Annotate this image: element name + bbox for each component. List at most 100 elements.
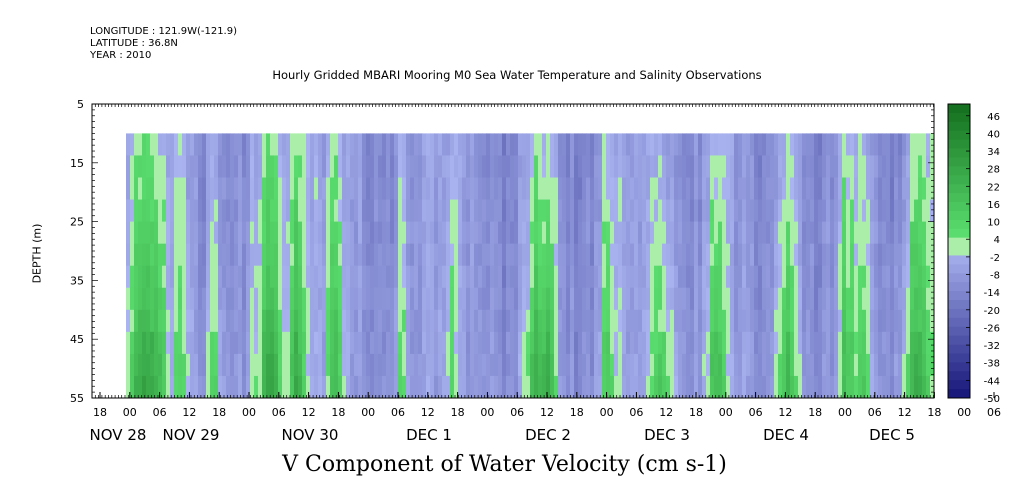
heatmap-cell: [506, 353, 511, 377]
heatmap-cell: [294, 353, 299, 377]
heatmap-cell: [518, 199, 523, 223]
heatmap-cell: [518, 353, 523, 377]
heatmap-cell: [546, 309, 551, 333]
heatmap-cell: [870, 375, 875, 399]
heatmap-cell: [754, 265, 759, 289]
x-hour-tick-label: 00: [361, 406, 375, 419]
heatmap-cell: [338, 221, 343, 245]
heatmap-cell: [126, 265, 131, 289]
heatmap-cell: [130, 265, 135, 289]
heatmap-cell: [818, 375, 823, 399]
heatmap-cell: [282, 309, 287, 333]
heatmap-cell: [914, 265, 919, 289]
heatmap-cell: [870, 177, 875, 201]
heatmap-cell: [638, 265, 643, 289]
heatmap-cell: [346, 309, 351, 333]
heatmap-cell: [362, 309, 367, 333]
heatmap-cell: [150, 309, 155, 333]
heatmap-cell: [222, 243, 227, 267]
heatmap-cell: [426, 243, 431, 267]
heatmap-cell: [650, 243, 655, 267]
heatmap-cell: [674, 177, 679, 201]
heatmap-cell: [242, 331, 247, 355]
heatmap-cell: [898, 309, 903, 333]
heatmap-cell: [314, 133, 319, 156]
heatmap-cell: [518, 221, 523, 245]
heatmap-cell: [290, 375, 295, 399]
heatmap-cell: [354, 155, 359, 178]
heatmap-cell: [674, 331, 679, 355]
heatmap-cell: [482, 353, 487, 377]
heatmap-cell: [638, 309, 643, 333]
heatmap-cell: [398, 133, 403, 156]
heatmap-cell: [662, 177, 667, 201]
heatmap-cell: [674, 375, 679, 399]
heatmap-cell: [270, 177, 275, 201]
heatmap-cell: [602, 155, 607, 178]
heatmap-cell: [658, 243, 663, 267]
heatmap-cell: [126, 133, 131, 156]
heatmap-cell: [326, 353, 331, 377]
heatmap-cell: [382, 265, 387, 289]
heatmap-cell: [578, 133, 583, 156]
heatmap-cell: [514, 133, 519, 156]
heatmap-cell: [642, 199, 647, 223]
heatmap-cell: [786, 309, 791, 333]
heatmap-cell: [342, 243, 347, 267]
heatmap-cell: [862, 309, 867, 333]
heatmap-cell: [570, 221, 575, 245]
heatmap-cell: [794, 155, 799, 178]
heatmap-cell: [710, 265, 715, 289]
heatmap-cell: [534, 331, 539, 355]
heatmap-cell: [830, 265, 835, 289]
heatmap-cell: [694, 375, 699, 399]
heatmap-cell: [510, 133, 515, 156]
heatmap-cell: [774, 309, 779, 333]
heatmap-cell: [390, 265, 395, 289]
heatmap-cell: [810, 331, 815, 355]
heatmap-cell: [782, 243, 787, 267]
heatmap-cell: [710, 287, 715, 311]
heatmap-cell: [826, 155, 831, 178]
heatmap-cell: [882, 265, 887, 289]
heatmap-cell: [574, 331, 579, 355]
heatmap-cell: [162, 155, 167, 178]
heatmap-cell: [294, 331, 299, 355]
heatmap-cell: [690, 177, 695, 201]
heatmap-cell: [918, 265, 923, 289]
x-hour-tick-label: 00: [719, 406, 733, 419]
heatmap-cell: [806, 309, 811, 333]
heatmap-cell: [910, 155, 915, 178]
heatmap-cell: [150, 177, 155, 201]
heatmap-cell: [742, 155, 747, 178]
heatmap-cell: [486, 375, 491, 399]
x-hour-tick-label: 00: [480, 406, 494, 419]
heatmap-cell: [842, 375, 847, 399]
heatmap-cell: [226, 155, 231, 178]
x-hour-tick-label: 00: [123, 406, 137, 419]
heatmap-cell: [850, 199, 855, 223]
heatmap-cell: [738, 375, 743, 399]
heatmap-cell: [802, 177, 807, 201]
heatmap-cell: [318, 375, 323, 399]
heatmap-cell: [758, 331, 763, 355]
heatmap-cell: [658, 287, 663, 311]
heatmap-cell: [422, 331, 427, 355]
heatmap-cell: [266, 177, 271, 201]
colorbar-swatch: [948, 121, 970, 132]
heatmap-cell: [706, 177, 711, 201]
heatmap-cell: [646, 133, 651, 156]
heatmap-cell: [838, 221, 843, 245]
heatmap-cell: [390, 133, 395, 156]
heatmap-cell: [810, 221, 815, 245]
heatmap-cell: [618, 331, 623, 355]
heatmap-cell: [554, 199, 559, 223]
heatmap-cell: [630, 309, 635, 333]
heatmap-cell: [166, 353, 171, 377]
colorbar-tick-label: 28: [987, 165, 1000, 176]
heatmap-cell: [654, 177, 659, 201]
heatmap-cell: [214, 331, 219, 355]
heatmap-cell: [918, 221, 923, 245]
heatmap-cell: [158, 309, 163, 333]
heatmap-cell: [690, 375, 695, 399]
